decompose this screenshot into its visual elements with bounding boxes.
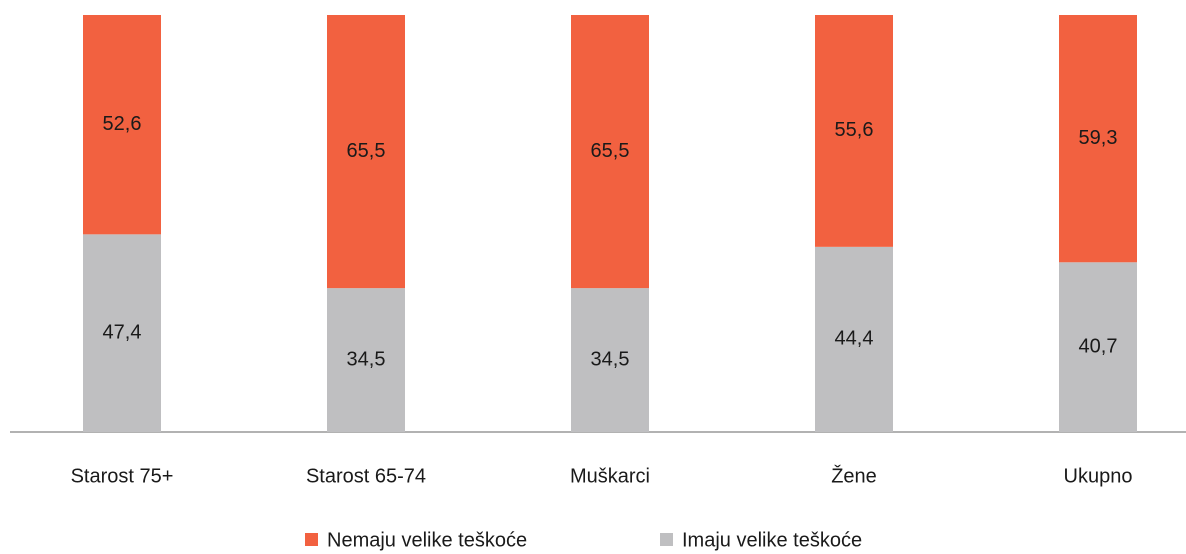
data-label: 44,4	[835, 328, 874, 350]
legend-swatch	[305, 533, 318, 546]
bar-segment	[571, 15, 649, 289]
data-label: 40,7	[1079, 335, 1118, 357]
legend-label: Nemaju velike teškoće	[327, 529, 527, 551]
bar-segment	[815, 246, 893, 432]
data-label: 34,5	[347, 348, 386, 370]
bar-segment	[1059, 262, 1137, 432]
bar-segment	[815, 15, 893, 247]
data-label: 65,5	[347, 140, 386, 162]
bar-segment	[83, 15, 161, 235]
x-tick-label: Starost 65-74	[306, 465, 426, 487]
bar-segment	[1059, 15, 1137, 263]
x-tick-label: Starost 75+	[71, 465, 174, 487]
legend-label: Imaju velike teškoće	[682, 529, 862, 551]
data-label: 55,6	[835, 119, 874, 141]
data-label: 65,5	[591, 140, 630, 162]
data-label: 52,6	[103, 113, 142, 135]
bar-segment	[571, 288, 649, 432]
x-tick-label: Ukupno	[1064, 465, 1133, 487]
data-label: 59,3	[1079, 127, 1118, 149]
x-tick-label: Muškarci	[570, 465, 650, 487]
bar-segment	[327, 15, 405, 289]
bar-segment	[83, 234, 161, 432]
data-label: 47,4	[103, 321, 142, 343]
x-tick-label: Žene	[831, 464, 877, 487]
bar-segment	[327, 288, 405, 432]
data-label: 34,5	[591, 348, 630, 370]
legend-swatch	[660, 533, 673, 546]
